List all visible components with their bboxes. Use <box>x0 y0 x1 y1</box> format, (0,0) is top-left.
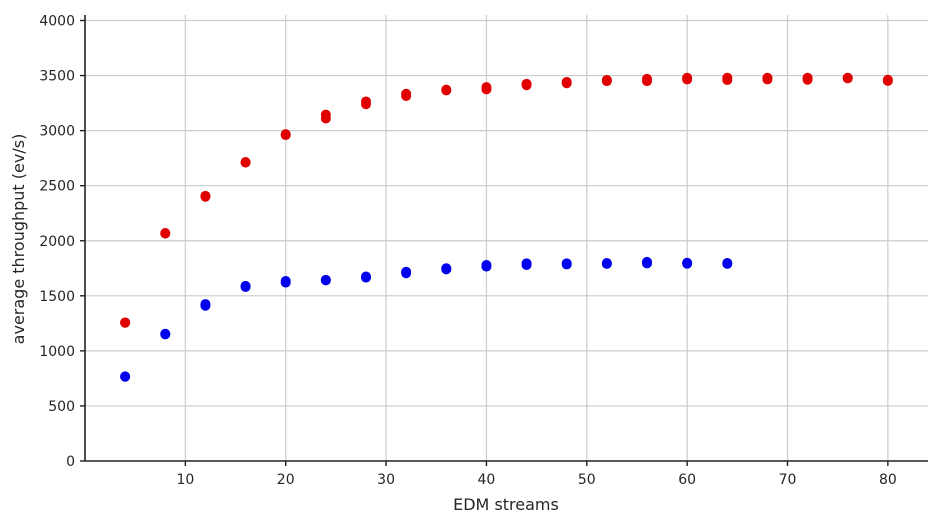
y-tick-label: 0 <box>66 454 75 470</box>
data-point <box>320 109 331 120</box>
data-point <box>481 82 492 93</box>
data-point <box>682 257 693 268</box>
data-point <box>200 299 211 310</box>
data-point <box>842 72 853 83</box>
data-point <box>521 258 532 269</box>
data-point <box>240 280 251 291</box>
y-tick-label: 500 <box>48 399 75 415</box>
data-point <box>160 228 171 239</box>
x-tick-label: 10 <box>176 472 194 488</box>
y-axis-label: average throughput (ev/s) <box>9 134 28 345</box>
x-tick-label: 30 <box>377 472 395 488</box>
data-point <box>120 317 131 328</box>
data-point <box>762 72 773 83</box>
y-tick-label: 2000 <box>39 234 75 250</box>
data-point <box>280 275 291 286</box>
data-point <box>120 371 131 382</box>
x-tick-label: 50 <box>578 472 596 488</box>
data-point <box>320 274 331 285</box>
data-point <box>280 129 291 140</box>
y-tick-label: 3000 <box>39 124 75 140</box>
data-point <box>642 256 652 267</box>
data-point <box>722 257 733 268</box>
data-point <box>481 259 492 270</box>
x-tick-label: 70 <box>779 472 797 488</box>
data-point <box>441 84 452 95</box>
data-point <box>401 88 412 99</box>
data-point <box>601 257 612 268</box>
x-tick-label: 60 <box>678 472 696 488</box>
data-points <box>120 72 893 382</box>
x-tick-label: 20 <box>277 472 295 488</box>
data-point <box>240 157 251 168</box>
data-point <box>200 190 211 201</box>
data-point <box>361 271 371 282</box>
data-point <box>882 74 893 85</box>
data-point <box>561 76 572 87</box>
y-axis-ticks: 0 500 1000 1500 2000 2500 3000 3500 4000 <box>39 14 85 470</box>
data-point <box>361 96 371 107</box>
data-point <box>802 72 813 83</box>
data-point <box>682 72 693 83</box>
y-tick-label: 4000 <box>39 14 75 30</box>
x-axis-ticks: 10 20 30 40 50 60 70 80 <box>176 461 897 488</box>
x-tick-label: 40 <box>478 472 496 488</box>
data-point <box>401 266 412 277</box>
x-tick-label: 80 <box>879 472 897 488</box>
data-point <box>521 78 532 89</box>
data-point <box>160 328 171 339</box>
y-tick-label: 1500 <box>39 289 75 305</box>
data-point <box>642 73 652 84</box>
axes <box>84 15 928 462</box>
x-axis-label: EDM streams <box>453 495 559 514</box>
y-tick-label: 3500 <box>39 69 75 85</box>
data-point <box>722 72 733 83</box>
data-point <box>441 263 452 274</box>
y-tick-label: 2500 <box>39 179 75 195</box>
y-tick-label: 1000 <box>39 344 75 360</box>
data-point <box>561 258 572 269</box>
data-point <box>601 74 612 85</box>
grid-lines <box>85 15 928 461</box>
